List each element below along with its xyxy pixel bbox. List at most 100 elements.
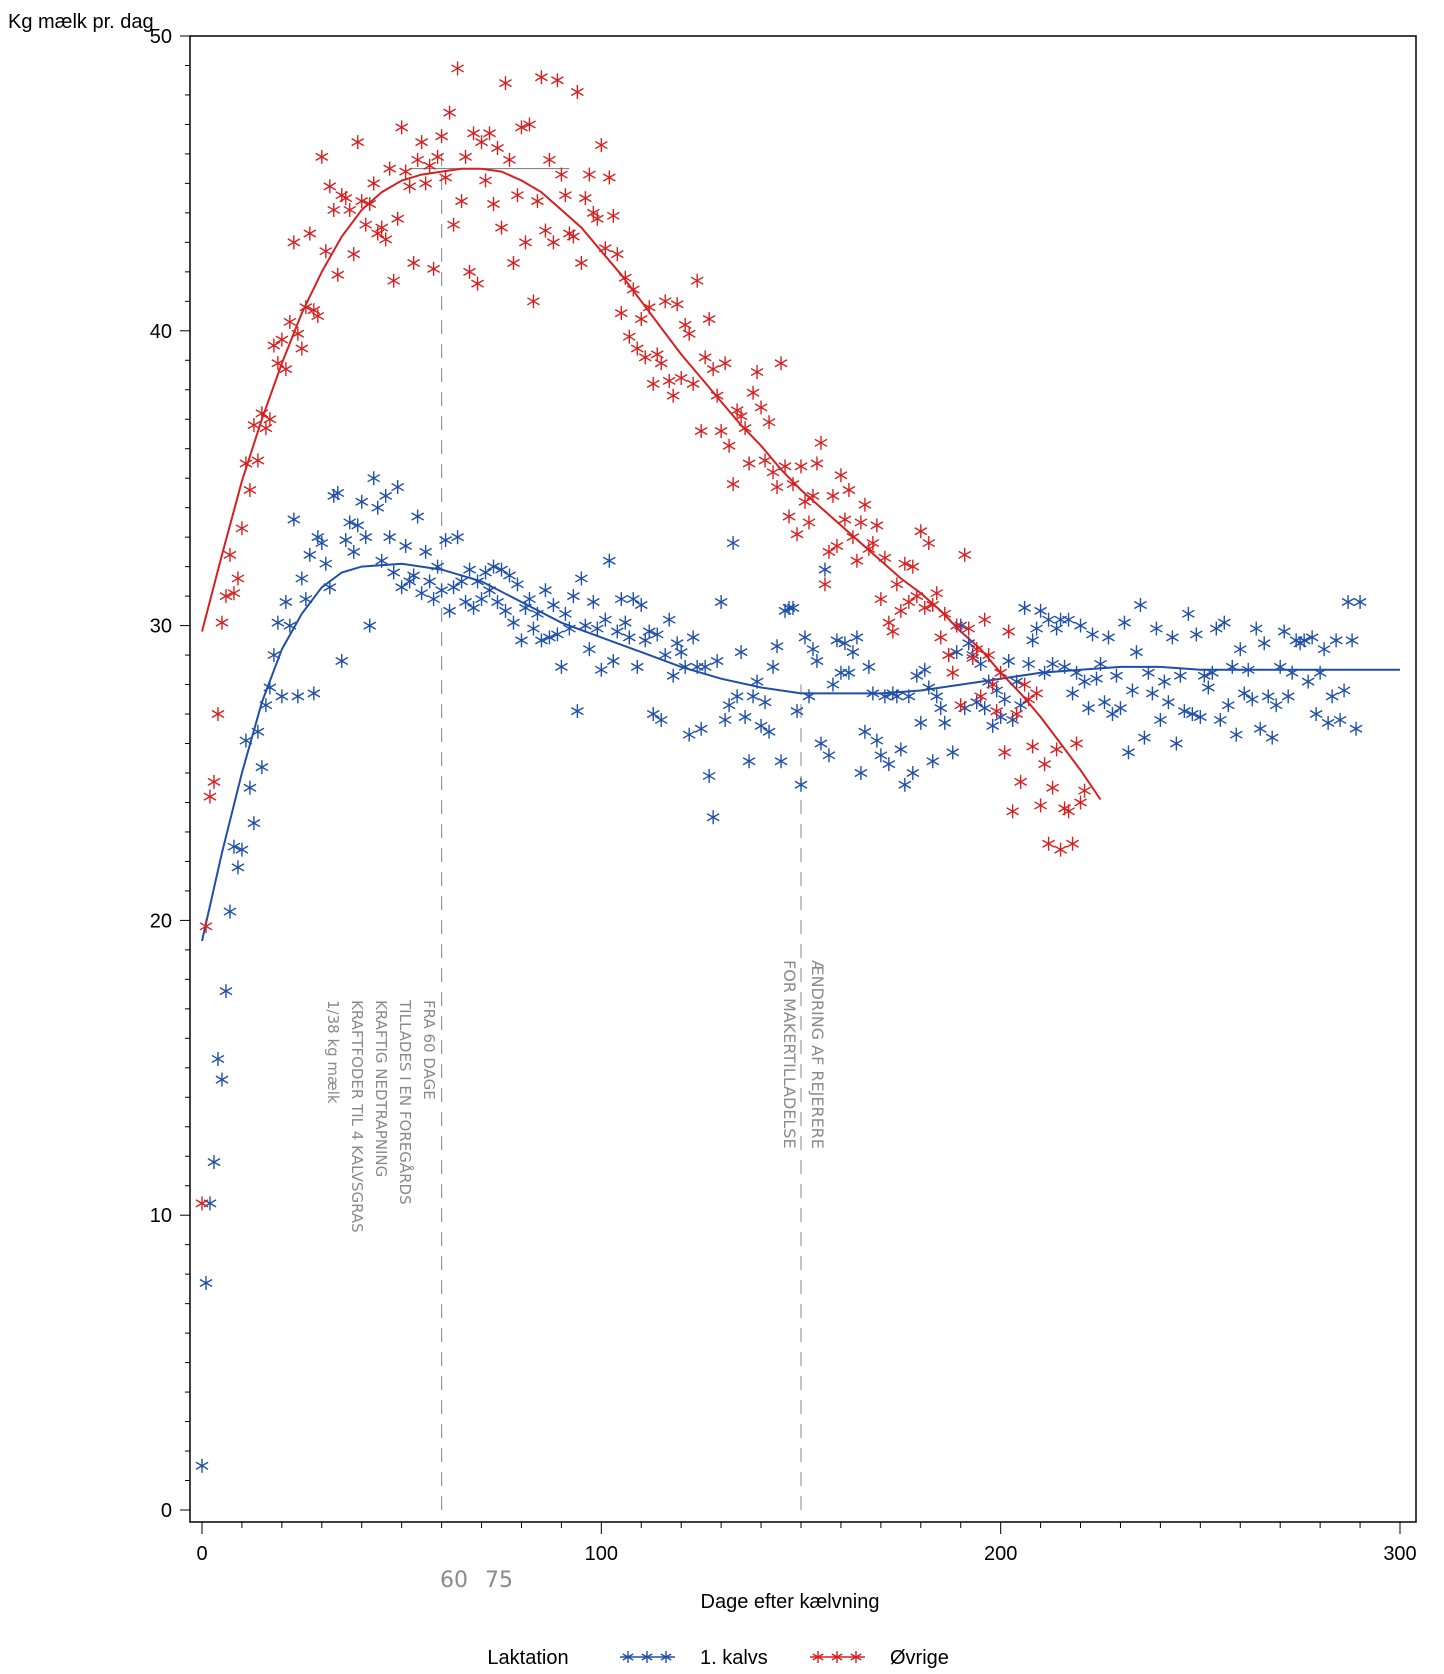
point-marker <box>323 580 337 595</box>
point-marker <box>467 126 480 141</box>
reference-lines <box>409 153 802 1510</box>
point-marker <box>774 356 788 371</box>
point-marker <box>331 267 345 282</box>
point-marker <box>694 721 708 736</box>
point-marker <box>471 574 484 589</box>
point-marker <box>303 547 317 562</box>
annotation-75: 75 <box>485 1568 513 1593</box>
legend-label-1kalvs: 1. kalvs <box>700 1647 768 1669</box>
point-marker <box>1098 695 1111 710</box>
x-tick-label: 100 <box>585 1543 618 1565</box>
point-marker <box>1074 795 1087 810</box>
point-marker <box>1153 712 1167 727</box>
point-marker <box>890 577 904 592</box>
legend: Laktation 1. kalvs Øvrige <box>487 1647 948 1669</box>
point-marker <box>1002 624 1016 639</box>
point-marker <box>818 577 832 592</box>
point-marker <box>690 659 704 674</box>
point-marker <box>678 659 692 674</box>
y-tick-label: 50 <box>150 26 172 48</box>
point-marker <box>570 704 584 719</box>
point-marker <box>982 648 996 663</box>
point-marker <box>606 208 620 223</box>
point-marker <box>770 639 784 654</box>
point-marker <box>786 477 800 492</box>
point-marker <box>1241 662 1255 677</box>
handwritten-note-left-text: FRA 60 DAGE TILLADES I EN FOREGÅRDS KRAF… <box>324 999 438 1237</box>
point-marker <box>926 597 940 612</box>
point-marker <box>287 235 301 250</box>
point-marker <box>1321 715 1335 730</box>
point-marker <box>1058 659 1071 674</box>
point-marker <box>463 264 476 279</box>
point-marker <box>459 595 472 610</box>
point-marker <box>439 533 453 548</box>
point-marker <box>487 559 500 574</box>
point-marker <box>1277 624 1291 639</box>
point-marker <box>831 1651 843 1663</box>
point-marker <box>822 748 836 763</box>
point-marker <box>894 603 908 618</box>
point-marker <box>1193 709 1207 724</box>
point-marker <box>547 597 560 612</box>
point-marker <box>263 412 277 427</box>
point-marker <box>854 515 868 530</box>
point-marker <box>578 618 592 633</box>
y-axis-title: Kg mælk pr. dag <box>8 11 154 33</box>
point-marker <box>315 149 329 164</box>
point-marker <box>475 135 488 150</box>
legend-title: Laktation <box>487 1647 568 1669</box>
y-axis: 0 10 20 30 40 50 <box>150 26 190 1522</box>
x-tick-label: 300 <box>1383 1543 1416 1565</box>
point-marker <box>383 530 397 545</box>
point-marker <box>1042 612 1055 627</box>
point-marker <box>483 126 496 141</box>
point-marker <box>479 565 492 580</box>
point-marker <box>407 255 421 270</box>
point-marker <box>235 521 249 536</box>
point-marker <box>367 471 381 486</box>
point-marker <box>670 297 684 312</box>
point-marker <box>1341 595 1355 610</box>
point-marker <box>718 712 732 727</box>
point-marker <box>714 595 728 610</box>
point-marker <box>451 61 464 76</box>
point-marker <box>1345 633 1359 648</box>
point-marker <box>447 580 460 595</box>
point-marker <box>351 518 365 533</box>
point-marker <box>1030 621 1044 636</box>
point-marker <box>463 562 476 577</box>
point-marker <box>854 766 868 780</box>
note-middle-line-2: FOR MAKERTILLADELSE <box>780 960 799 1149</box>
point-marker <box>698 350 712 365</box>
point-marker <box>838 512 852 527</box>
note-middle-line-1: ÆNDRING AF REJERERE <box>808 960 827 1149</box>
point-marker <box>1118 615 1131 630</box>
point-marker <box>986 718 1000 733</box>
point-marker <box>950 645 964 660</box>
point-marker <box>810 456 824 471</box>
point-marker <box>1062 804 1075 819</box>
x-tick-label: 200 <box>984 1543 1017 1565</box>
point-marker <box>1122 745 1135 760</box>
point-marker <box>395 120 409 135</box>
point-marker <box>722 698 736 713</box>
point-marker <box>1018 600 1032 615</box>
point-marker <box>974 656 988 671</box>
point-marker <box>1138 730 1151 745</box>
point-marker <box>754 400 768 415</box>
point-marker <box>646 707 660 722</box>
point-marker <box>782 509 796 524</box>
point-marker <box>247 418 261 433</box>
point-marker <box>231 571 245 586</box>
point-marker <box>698 659 712 674</box>
note-left-line-1: FRA 60 DAGE <box>420 1000 438 1100</box>
point-marker <box>626 592 640 607</box>
point-marker <box>750 365 764 380</box>
point-marker <box>686 630 700 645</box>
point-marker <box>451 530 464 545</box>
point-marker <box>674 645 688 660</box>
point-marker <box>558 606 572 621</box>
point-marker <box>379 488 393 503</box>
point-marker <box>558 188 572 203</box>
